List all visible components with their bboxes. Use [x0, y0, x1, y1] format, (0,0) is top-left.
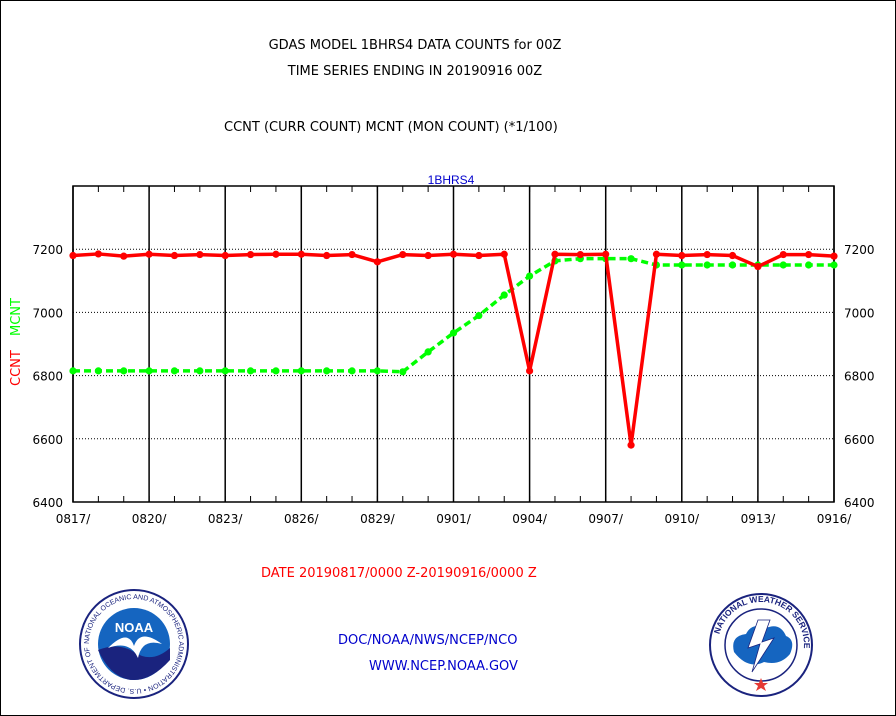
- data-point-mcnt: [196, 367, 204, 375]
- data-point-mcnt: [830, 261, 838, 269]
- data-point-mcnt: [221, 367, 229, 375]
- data-point-ccnt: [576, 250, 584, 259]
- data-point-ccnt: [145, 250, 153, 258]
- data-point-mcnt: [627, 255, 635, 263]
- x-tick-label: 0901/: [436, 512, 472, 526]
- data-point-ccnt: [120, 252, 128, 260]
- data-point-mcnt: [703, 261, 711, 269]
- y-tick-label-right: 6400: [844, 496, 875, 510]
- data-point-ccnt: [475, 251, 483, 260]
- grid-layer: 6400 6400 6600 6600 6800 6800 7000 7000 7200 7200…: [32, 186, 875, 526]
- y-tick-label-left: 6800: [32, 370, 63, 384]
- data-point-ccnt: [551, 250, 559, 258]
- data-point-mcnt: [449, 329, 458, 337]
- y-tick-label-left: 6600: [32, 433, 63, 447]
- plot-title: 1BHRS4: [428, 173, 475, 187]
- data-point-ccnt: [754, 262, 762, 271]
- data-point-mcnt: [779, 261, 787, 269]
- data-point-mcnt: [475, 311, 483, 320]
- data-point-mcnt: [728, 261, 737, 269]
- data-point-ccnt: [703, 250, 711, 259]
- x-tick-label: 0910/: [665, 512, 701, 526]
- x-tick-label: 0829/: [360, 512, 396, 526]
- y-tick-label-right: 7200: [844, 243, 875, 257]
- data-point-ccnt: [602, 250, 610, 258]
- noaa-logo-text: NOAA: [115, 620, 154, 635]
- data-point-ccnt: [500, 250, 508, 258]
- data-point-mcnt: [373, 367, 381, 375]
- data-point-ccnt: [272, 250, 280, 258]
- data-point-ccnt: [297, 250, 305, 258]
- data-point-ccnt: [805, 250, 813, 259]
- x-tick-label: 0820/: [132, 512, 168, 526]
- data-point-ccnt: [779, 250, 787, 259]
- data-point-mcnt: [246, 367, 255, 375]
- noaa-logo: NOAA NATIONAL OCEANIC AND ATMOSPHERIC AD…: [78, 588, 189, 699]
- x-tick-label: 0817/: [56, 512, 92, 526]
- data-point-ccnt: [526, 367, 534, 375]
- data-point-ccnt: [728, 251, 737, 260]
- chart-heading: CCNT (CURR COUNT) MCNT (MON COUNT) (*1/1…: [224, 120, 558, 135]
- y-axis-label: CCNT MCNT: [9, 298, 24, 386]
- y-tick-label-left: 7000: [32, 306, 63, 320]
- y-axis-label-mcnt: MCNT: [9, 298, 24, 336]
- y-tick-label-left: 6400: [32, 496, 63, 510]
- data-point-ccnt: [652, 250, 661, 258]
- x-axis-label: DATE 20190817/0000 Z-20190916/0000 Z: [261, 566, 537, 581]
- data-point-mcnt: [145, 367, 153, 375]
- series-layer: [69, 250, 838, 449]
- x-tick-label: 0907/: [588, 512, 624, 526]
- data-point-mcnt: [170, 367, 179, 375]
- y-tick-label-right: 7000: [844, 306, 875, 320]
- data-point-mcnt: [678, 261, 686, 269]
- data-point-mcnt: [526, 272, 534, 280]
- data-point-mcnt: [500, 291, 508, 299]
- data-point-ccnt: [221, 251, 229, 260]
- x-tick-label: 0913/: [741, 512, 777, 526]
- x-tick-label: 0826/: [284, 512, 320, 526]
- nws-logo: NATIONAL WEATHER SERVICE: [709, 593, 813, 697]
- y-tick-label-left: 7200: [32, 243, 63, 257]
- data-point-mcnt: [69, 367, 77, 375]
- x-tick-label: 0904/: [512, 512, 548, 526]
- data-point-mcnt: [323, 367, 331, 375]
- data-point-mcnt: [297, 367, 305, 375]
- data-point-mcnt: [120, 367, 128, 375]
- data-point-ccnt: [830, 252, 838, 260]
- y-tick-label-right: 6600: [844, 433, 875, 447]
- x-tick-label: 0916/: [817, 512, 853, 526]
- data-point-ccnt: [627, 441, 635, 449]
- data-point-ccnt: [373, 258, 381, 266]
- data-point-ccnt: [170, 251, 179, 260]
- chart-title: GDAS MODEL 1BHRS4 DATA COUNTS for 00Z: [268, 38, 562, 53]
- chart-subtitle: TIME SERIES ENDING IN 20190916 00Z: [287, 64, 543, 79]
- y-tick-label-right: 6800: [844, 370, 875, 384]
- data-point-mcnt: [94, 367, 102, 375]
- data-point-mcnt: [424, 348, 432, 356]
- data-point-ccnt: [246, 250, 255, 259]
- footer-org: DOC/NOAA/NWS/NCEP/NCO: [338, 633, 518, 648]
- data-point-ccnt: [424, 251, 432, 260]
- data-point-ccnt: [94, 250, 102, 258]
- data-point-ccnt: [449, 250, 458, 258]
- data-point-mcnt: [272, 367, 280, 375]
- plot-area: [72, 185, 835, 503]
- data-point-mcnt: [805, 261, 813, 269]
- data-point-ccnt: [196, 250, 204, 259]
- data-point-ccnt: [348, 250, 356, 259]
- data-point-ccnt: [678, 251, 686, 260]
- data-point-mcnt: [348, 367, 356, 375]
- data-point-ccnt: [323, 251, 331, 260]
- x-tick-label: 0823/: [208, 512, 244, 526]
- data-point-mcnt: [399, 368, 407, 376]
- y-axis-label-ccnt: CCNT: [9, 350, 24, 386]
- footer-url: WWW.NCEP.NOAA.GOV: [369, 659, 518, 674]
- data-point-ccnt: [69, 251, 77, 260]
- data-point-ccnt: [399, 250, 407, 259]
